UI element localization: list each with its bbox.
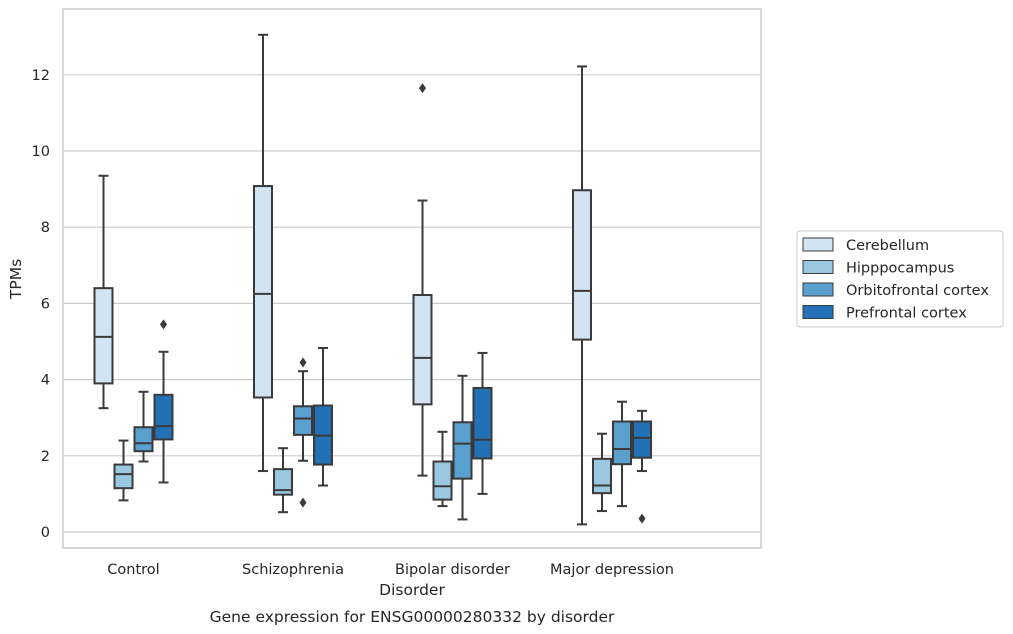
box-group (412, 83, 433, 477)
y-tick-label: 2 (41, 449, 50, 465)
x-tick-label: Schizophrenia (242, 562, 344, 578)
box-series (93, 33, 652, 526)
box-group (93, 174, 114, 410)
box-group (253, 33, 273, 473)
legend: Cerebellum Hipppocampus Orbitofrontal cort… (796, 230, 1004, 328)
box (452, 421, 473, 480)
box-group (632, 409, 652, 524)
box-group (133, 390, 154, 463)
box (93, 287, 114, 385)
box (432, 460, 453, 501)
box (153, 393, 174, 441)
outlier-point (299, 357, 307, 368)
box (472, 386, 493, 460)
box-group (572, 65, 592, 526)
box (293, 405, 313, 436)
box (632, 420, 652, 459)
y-tick-label: 0 (41, 525, 50, 541)
box-group (472, 351, 493, 495)
box (612, 420, 632, 466)
y-tick-label: 10 (32, 144, 50, 160)
outlier-point (638, 513, 646, 524)
box-group (313, 346, 333, 487)
x-axis-label: Disorder (379, 581, 445, 599)
outlier-point (299, 497, 307, 508)
y-tick-label: 8 (41, 220, 50, 236)
legend-swatch (802, 305, 834, 319)
y-tick-labels: 0 2 4 6 8 10 12 (32, 68, 50, 541)
outlier-point (160, 319, 167, 330)
box (113, 463, 134, 490)
box-group (113, 439, 134, 502)
x-tick-labels: Control Schizophrenia Bipolar disorder Majo… (107, 562, 674, 578)
box (412, 294, 433, 406)
x-tick-label: Bipolar disorder (395, 562, 510, 578)
x-tick-label: Major depression (550, 562, 674, 578)
box-group (452, 374, 473, 521)
legend-swatch (802, 282, 834, 297)
y-axis-label: TPMs (7, 259, 25, 300)
box (133, 426, 154, 453)
y-tick-label: 12 (32, 68, 50, 84)
y-tick-label: 4 (41, 373, 50, 389)
plot-area (63, 9, 761, 548)
box (572, 189, 592, 341)
legend-swatch (802, 237, 834, 252)
chart-caption: Gene expression for ENSG00000280332 by d… (210, 608, 615, 626)
box (253, 185, 273, 399)
legend-label: Cerebellum (846, 238, 929, 254)
box-group (273, 447, 293, 514)
box-group (432, 430, 453, 508)
box-group (612, 400, 632, 508)
box-group (592, 432, 612, 513)
grid-lines (63, 74, 761, 533)
x-tick-label: Control (107, 562, 159, 578)
box-group (153, 319, 174, 484)
legend-frame (796, 230, 1004, 328)
legend-label: Prefrontal cortex (846, 306, 967, 322)
legend-label: Hipppocampus (846, 261, 954, 277)
plot-frame (62, 8, 762, 549)
box (273, 468, 293, 496)
legend-swatch (802, 260, 834, 274)
outlier-point (419, 83, 426, 94)
y-tick-label: 6 (41, 296, 50, 312)
box (592, 457, 612, 495)
legend-label: Orbitofrontal cortex (846, 283, 989, 299)
box-group (293, 357, 313, 508)
